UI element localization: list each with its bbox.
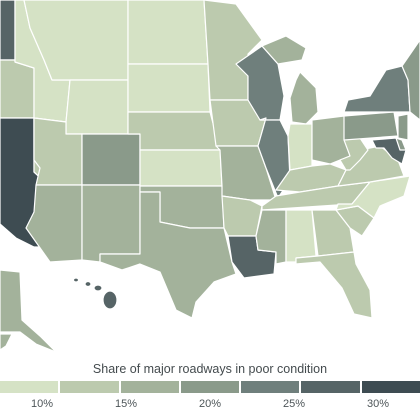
legend-swatch-4 bbox=[239, 381, 300, 393]
state-alabama[interactable]: Alabama bbox=[285, 209, 317, 263]
legend-tick-30: 30% bbox=[366, 398, 390, 410]
legend-tick-10: 10% bbox=[30, 398, 54, 410]
state-new-york[interactable]: New York bbox=[343, 65, 411, 113]
state-nebraska[interactable]: Nebraska bbox=[127, 111, 221, 151]
state-michigan[interactable]: Michigan bbox=[289, 71, 319, 125]
state-new-jersey[interactable]: New Jersey bbox=[397, 113, 409, 141]
legend-title: Share of major roadways in poor conditio… bbox=[92, 362, 328, 376]
state-alaska[interactable]: Alaska bbox=[0, 269, 57, 353]
state-indiana[interactable]: Indiana bbox=[287, 123, 313, 171]
state-hawaii-island[interactable]: Hawaii bbox=[102, 290, 118, 310]
state-wyoming[interactable]: Wyoming bbox=[65, 79, 129, 135]
state-south-dakota[interactable]: South Dakota bbox=[127, 63, 211, 113]
state-oregon[interactable]: Oregon bbox=[0, 59, 35, 119]
state-north-dakota[interactable]: North Dakota bbox=[127, 0, 209, 65]
state-georgia[interactable]: Georgia bbox=[311, 209, 355, 257]
state-new-england[interactable]: New England bbox=[401, 39, 420, 121]
state-new-mexico[interactable]: New Mexico bbox=[81, 184, 141, 263]
legend-tick-20: 20% bbox=[198, 398, 222, 410]
state-washington[interactable]: Washington bbox=[0, 0, 16, 61]
state-texas[interactable]: Texas bbox=[99, 191, 237, 319]
legend-tick-25: 25% bbox=[282, 398, 306, 410]
state-hawaii-maui[interactable]: Hawaii bbox=[93, 284, 103, 292]
state-michigan-up[interactable]: Michigan bbox=[261, 35, 307, 65]
legend-swatch-0 bbox=[0, 381, 59, 393]
legend-swatch-3 bbox=[178, 381, 240, 393]
legend-swatch-5 bbox=[299, 381, 360, 393]
state-colorado[interactable]: Colorado bbox=[81, 133, 141, 186]
state-hawaii-kauai[interactable]: Hawaii bbox=[72, 277, 80, 283]
state-hawaii-oahu[interactable]: Hawaii bbox=[84, 280, 92, 288]
state-florida[interactable]: Florida bbox=[295, 251, 373, 319]
legend-tick-15: 15% bbox=[114, 398, 138, 410]
state-arkansas[interactable]: Arkansas bbox=[221, 195, 263, 237]
legend-swatch-2 bbox=[118, 381, 179, 393]
legend-swatch-1 bbox=[58, 381, 119, 393]
state-west-virginia[interactable]: West Virginia bbox=[339, 137, 369, 171]
legend-swatch-6 bbox=[359, 381, 420, 393]
legend-color-scale bbox=[0, 381, 420, 393]
state-pennsylvania[interactable]: Pennsylvania bbox=[343, 111, 399, 141]
state-kansas[interactable]: Kansas bbox=[139, 149, 223, 187]
state-hawaii-group: Hawaii Hawaii Hawaii Hawaii Hawaii bbox=[72, 277, 118, 310]
state-delaware[interactable]: Delaware bbox=[395, 137, 407, 151]
state-alaska-tail[interactable]: Alaska bbox=[0, 333, 13, 351]
